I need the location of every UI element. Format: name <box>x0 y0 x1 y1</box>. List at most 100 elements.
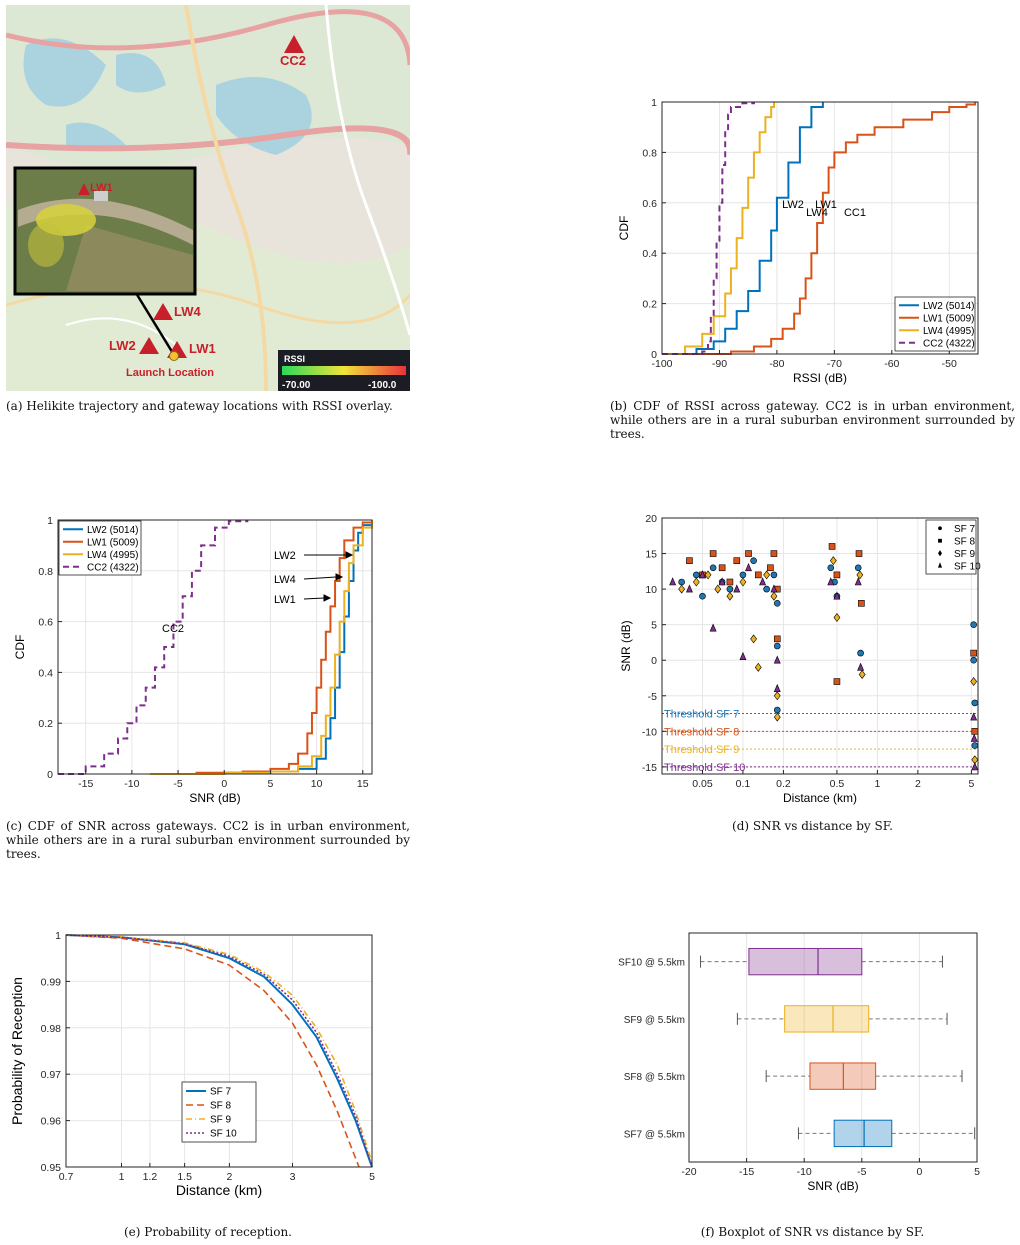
caption-e: (e) Probability of reception. <box>123 1225 292 1239</box>
e-xtick-label: 5 <box>369 1171 375 1183</box>
d-point <box>833 591 841 600</box>
d-point <box>754 662 762 672</box>
f-box <box>748 947 863 976</box>
b-legend-label: LW4 (4995) <box>923 326 975 337</box>
b-legend-label: LW2 (5014) <box>923 301 975 312</box>
d-point <box>770 571 778 579</box>
d-point <box>754 571 762 579</box>
d-point <box>857 649 864 657</box>
map-svg: LW1 CC2 LW4 LW2 LW1 Launch Location RSSI… <box>6 5 410 391</box>
d-ytick-label: -5 <box>648 691 657 703</box>
map-label-launch: Launch Location <box>126 367 214 379</box>
f-plot-area <box>689 933 977 1162</box>
d-point <box>686 557 693 564</box>
d-point <box>971 762 979 771</box>
d-point <box>970 712 978 721</box>
b-series-line <box>662 102 755 355</box>
d-point <box>726 585 734 593</box>
c-legend-box <box>58 520 142 576</box>
d-point <box>833 678 841 685</box>
chart-e-axes: 0.7 1 1.2 1.5 2 3 5 0.95 0.96 0.97 0.98 0.99 1 Distan… <box>9 930 375 1198</box>
d-threshold-label: Threshold SF 7 <box>664 709 739 721</box>
d-point <box>829 556 837 566</box>
f-category-label: SF7 @ 5.5km <box>624 1129 685 1140</box>
d-ytick-label: -15 <box>642 762 657 774</box>
d-point <box>685 584 693 593</box>
c-legend-label: LW1 (5009) <box>87 537 139 548</box>
b-xlabel: RSSI (dB) <box>793 371 847 385</box>
d-threshold-label: Threshold SF 9 <box>664 744 739 756</box>
e-legend-label: SF 8 <box>210 1101 232 1112</box>
f-box <box>833 1119 893 1148</box>
d-threshold-label: Threshold SF 10 <box>664 762 745 774</box>
d-point <box>970 649 977 657</box>
f-xtick-label: -15 <box>739 1166 754 1178</box>
c-xtick-label: -5 <box>173 778 182 790</box>
e-ylabel: Probability of Reception <box>9 977 25 1125</box>
d-legend-marker <box>937 562 943 568</box>
d-ytick-label: 15 <box>645 549 657 561</box>
chart-b-annotation-lw2: LW2 <box>782 199 804 211</box>
b-legend-label: CC2 (4322) <box>923 338 975 349</box>
d-point <box>739 577 747 587</box>
f-xtick-label: -5 <box>857 1166 866 1178</box>
d-point <box>773 691 781 701</box>
chart-b-annotation-lw4: LW4 <box>806 207 828 219</box>
b-ytick-label: 1 <box>651 97 657 109</box>
d-point <box>726 591 734 601</box>
d-point <box>678 584 686 594</box>
map-label-lw4: LW4 <box>174 304 201 319</box>
e-legend-label: SF 10 <box>210 1129 237 1140</box>
chart-d: Threshold SF 7 Threshold SF 8 Threshold SF… <box>619 513 981 805</box>
c-xtick-label: 5 <box>267 778 273 790</box>
d-legend-marker <box>938 550 942 557</box>
gateway-lw2-marker <box>139 337 159 354</box>
rssi-legend-title: RSSI <box>284 354 305 364</box>
rssi-legend-max: -100.0 <box>368 380 397 391</box>
d-point <box>854 577 862 586</box>
f-category-label: SF8 @ 5.5km <box>624 1072 685 1083</box>
f-axes-box <box>688 932 978 1163</box>
b-ytick-label: 0 <box>651 349 657 361</box>
c-axes-box <box>57 519 373 775</box>
c-legend: LW2 (5014)LW1 (5009) LW4 (4995)CC2 (4322) <box>58 520 142 576</box>
d-point <box>693 571 700 579</box>
chart-f-axes: -20 -15 -10 -5 0 5 SNR (dB) SF10 @ 5.5km SF9 @ 5… <box>618 932 980 1193</box>
f-box <box>784 1005 870 1033</box>
d-point <box>692 577 700 587</box>
b-xtick-label: -60 <box>884 358 899 370</box>
c-xlabel: SNR (dB) <box>189 791 240 805</box>
d-point <box>773 706 781 714</box>
f-xtick-label: -10 <box>797 1166 812 1178</box>
chart-c-annotation-lw4: LW4 <box>274 574 296 586</box>
b-ytick-label: 0.2 <box>642 299 657 311</box>
d-point <box>970 621 977 628</box>
c-ytick-label: 0.2 <box>38 718 53 730</box>
chart-c-annotation-lw2: LW2 <box>274 550 296 562</box>
e-ytick-label: 0.99 <box>41 976 62 988</box>
d-point <box>704 570 712 580</box>
d-point <box>773 683 781 692</box>
d-point <box>827 577 835 586</box>
chart-c-annotation-cc2: CC2 <box>162 623 184 635</box>
d-xtick-label: 0.2 <box>776 778 791 790</box>
d-legend-marker <box>938 538 942 543</box>
d-point <box>750 557 757 564</box>
e-ytick-label: 0.95 <box>41 1162 62 1174</box>
d-xtick-label: 1 <box>874 778 880 790</box>
d-ytick-label: 10 <box>645 584 657 596</box>
e-xtick-label: 1.5 <box>177 1171 192 1183</box>
b-xtick-label: -70 <box>827 358 842 370</box>
caption-f: (f) Boxplot of SNR vs distance by SF. <box>700 1225 925 1239</box>
chart-e-series <box>65 934 373 1168</box>
d-point <box>827 564 835 572</box>
d-point <box>773 600 781 607</box>
b-ytick-label: 0.4 <box>642 248 657 260</box>
c-series-line <box>150 520 373 775</box>
map-label-cc2: CC2 <box>280 53 306 68</box>
e-series-line <box>65 934 360 1168</box>
d-ytick-label: 20 <box>645 513 657 525</box>
d-point <box>733 584 741 593</box>
f-category-label: SF10 @ 5.5km <box>618 958 685 969</box>
d-point <box>857 662 865 671</box>
